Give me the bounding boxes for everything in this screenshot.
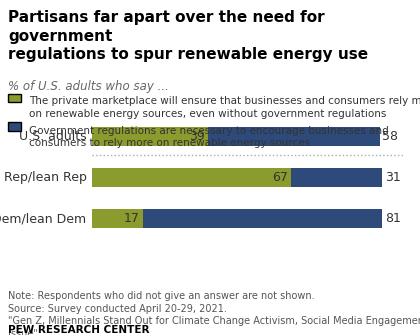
Text: 17: 17 xyxy=(124,212,140,225)
Bar xyxy=(291,168,383,187)
Text: 31: 31 xyxy=(386,171,401,184)
Text: 81: 81 xyxy=(386,212,402,225)
Text: 67: 67 xyxy=(272,171,288,184)
Text: 39: 39 xyxy=(189,130,205,143)
Text: 58: 58 xyxy=(383,130,399,143)
Text: % of U.S. adults who say ...: % of U.S. adults who say ... xyxy=(8,80,169,93)
Bar xyxy=(92,168,291,187)
Text: PEW RESEARCH CENTER: PEW RESEARCH CENTER xyxy=(8,325,150,335)
Bar xyxy=(143,209,383,228)
Text: Rep/lean Rep: Rep/lean Rep xyxy=(4,171,87,184)
Text: Dem/lean Dem: Dem/lean Dem xyxy=(0,212,87,225)
Bar xyxy=(92,127,208,146)
Text: Partisans far apart over the need for government
regulations to spur renewable e: Partisans far apart over the need for go… xyxy=(8,10,368,62)
Text: U.S. adults: U.S. adults xyxy=(19,130,87,143)
Text: Government regulations are necessary to encourage businesses and
consumers to re: Government regulations are necessary to … xyxy=(29,126,389,148)
Bar xyxy=(92,209,143,228)
Bar xyxy=(208,127,380,146)
Text: The private marketplace will ensure that businesses and consumers rely more
on r: The private marketplace will ensure that… xyxy=(29,96,420,119)
Text: Note: Respondents who did not give an answer are not shown.
Source: Survey condu: Note: Respondents who did not give an an… xyxy=(8,291,420,335)
